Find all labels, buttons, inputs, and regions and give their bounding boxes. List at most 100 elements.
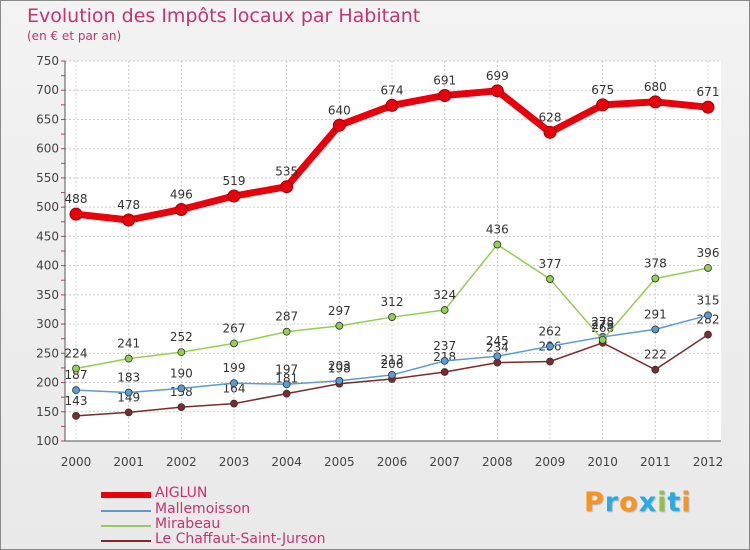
logo-letter: i bbox=[657, 487, 668, 518]
legend-label-le-chaffaut-saint-jurson: Le Chaffaut-Saint-Jurson bbox=[155, 531, 326, 547]
y-tick-label: 150 bbox=[36, 405, 59, 419]
y-tick-label: 400 bbox=[36, 259, 59, 273]
y-tick-label: 350 bbox=[36, 288, 59, 302]
data-point-aiglun bbox=[490, 84, 504, 98]
logo-letter: t bbox=[667, 487, 682, 518]
data-label-mirabeau: 436 bbox=[486, 223, 509, 237]
data-label-aiglun: 674 bbox=[381, 83, 404, 97]
legend-label-aiglun: AIGLUN bbox=[155, 485, 208, 501]
data-point-le-chaffaut-saint-jurson bbox=[440, 368, 449, 376]
data-label-aiglun: 478 bbox=[117, 198, 140, 212]
data-label-mirabeau: 312 bbox=[381, 295, 404, 309]
x-tick-label: 2003 bbox=[219, 455, 250, 469]
data-point-mirabeau bbox=[230, 339, 238, 348]
data-label-mirabeau: 324 bbox=[433, 288, 456, 302]
chart-subtitle: (en € et par an) bbox=[27, 29, 122, 43]
y-tick-label: 200 bbox=[36, 376, 59, 390]
data-label-mallemoisson: 199 bbox=[223, 361, 246, 375]
data-label-le-chaffaut-saint-jurson: 222 bbox=[644, 348, 667, 362]
data-label-aiglun: 671 bbox=[697, 85, 720, 99]
x-tick-label: 2004 bbox=[271, 455, 302, 469]
data-point-mirabeau bbox=[546, 275, 554, 283]
y-tick-label: 250 bbox=[36, 346, 59, 360]
logo-letter: x bbox=[638, 487, 658, 518]
data-point-mirabeau bbox=[335, 321, 344, 330]
data-point-le-chaffaut-saint-jurson bbox=[651, 365, 660, 374]
data-label-aiglun: 680 bbox=[644, 80, 667, 94]
data-label-mallemoisson: 187 bbox=[65, 368, 88, 382]
data-label-aiglun: 675 bbox=[591, 83, 614, 97]
plot-area bbox=[65, 61, 721, 441]
data-point-mallemoisson bbox=[230, 379, 238, 388]
data-label-mallemoisson: 213 bbox=[381, 353, 404, 367]
data-label-le-chaffaut-saint-jurson: 268 bbox=[591, 321, 614, 335]
data-point-le-chaffaut-saint-jurson bbox=[177, 403, 186, 411]
data-label-aiglun: 699 bbox=[486, 69, 509, 83]
data-point-le-chaffaut-saint-jurson bbox=[493, 358, 502, 367]
y-tick-label: 700 bbox=[36, 83, 59, 97]
proxiti-logo: Proxiti bbox=[584, 487, 692, 518]
data-point-mirabeau bbox=[651, 274, 660, 283]
data-label-aiglun: 691 bbox=[433, 73, 456, 87]
data-point-aiglun bbox=[332, 118, 346, 132]
legend-swatch-le-chaffaut-saint-jurson bbox=[101, 540, 151, 542]
chart-title: Evolution des Impôts locaux par Habitant bbox=[27, 5, 421, 27]
data-point-mallemoisson bbox=[704, 311, 712, 320]
data-point-le-chaffaut-saint-jurson bbox=[124, 408, 133, 417]
data-label-le-chaffaut-saint-jurson: 149 bbox=[117, 390, 140, 404]
data-label-mallemoisson: 203 bbox=[328, 359, 351, 373]
data-point-mallemoisson bbox=[546, 342, 554, 351]
data-point-aiglun bbox=[174, 202, 188, 216]
y-tick-label: 300 bbox=[36, 317, 59, 331]
logo-letter: i bbox=[681, 487, 692, 518]
data-label-mallemoisson: 245 bbox=[486, 334, 509, 348]
x-tick-label: 2009 bbox=[535, 455, 566, 469]
y-tick-label: 650 bbox=[36, 112, 59, 126]
data-label-mirabeau: 241 bbox=[117, 337, 140, 351]
data-label-mallemoisson: 291 bbox=[644, 307, 667, 321]
data-point-mallemoisson bbox=[651, 325, 660, 334]
data-label-mirabeau: 377 bbox=[539, 257, 562, 271]
y-tick-label: 100 bbox=[36, 434, 59, 448]
data-point-mallemoisson bbox=[388, 371, 396, 379]
data-label-le-chaffaut-saint-jurson: 164 bbox=[223, 382, 246, 396]
data-point-aiglun bbox=[438, 88, 452, 102]
data-point-le-chaffaut-saint-jurson bbox=[546, 357, 554, 366]
data-point-aiglun bbox=[648, 95, 662, 109]
x-tick-label: 2007 bbox=[429, 455, 460, 469]
data-point-mallemoisson bbox=[335, 376, 344, 385]
x-tick-label: 2005 bbox=[324, 455, 355, 469]
y-tick-label: 450 bbox=[36, 229, 59, 243]
data-point-mirabeau bbox=[72, 364, 80, 373]
data-label-mirabeau: 224 bbox=[65, 347, 88, 361]
data-point-mirabeau bbox=[282, 327, 291, 336]
data-point-le-chaffaut-saint-jurson bbox=[704, 330, 712, 339]
logo-letter: r bbox=[604, 487, 620, 518]
data-point-mallemoisson bbox=[177, 384, 186, 393]
y-tick-label: 500 bbox=[36, 200, 59, 214]
y-tick-label: 550 bbox=[36, 171, 59, 185]
logo-letter: o bbox=[619, 487, 639, 518]
data-point-mirabeau bbox=[440, 306, 449, 314]
x-tick-label: 2006 bbox=[377, 455, 408, 469]
data-point-mallemoisson bbox=[124, 388, 133, 397]
legend-label-mallemoisson: Mallemoisson bbox=[155, 501, 251, 517]
y-tick-label: 750 bbox=[36, 54, 59, 68]
data-point-mirabeau bbox=[124, 354, 133, 363]
data-point-aiglun bbox=[543, 125, 557, 139]
data-label-mallemoisson: 197 bbox=[275, 362, 298, 376]
data-label-mirabeau: 252 bbox=[170, 330, 193, 344]
data-label-mirabeau: 273 bbox=[591, 318, 614, 332]
data-point-mallemoisson bbox=[493, 352, 502, 361]
x-tick-label: 2010 bbox=[587, 455, 618, 469]
data-label-aiglun: 519 bbox=[223, 174, 246, 188]
data-label-le-chaffaut-saint-jurson: 234 bbox=[486, 341, 509, 355]
x-tick-label: 2008 bbox=[482, 455, 513, 469]
data-label-aiglun: 488 bbox=[65, 192, 88, 206]
data-point-aiglun bbox=[701, 100, 715, 114]
y-tick-label: 600 bbox=[36, 142, 59, 156]
data-label-mirabeau: 396 bbox=[697, 246, 720, 260]
x-tick-label: 2001 bbox=[113, 455, 144, 469]
data-point-aiglun bbox=[227, 189, 241, 203]
